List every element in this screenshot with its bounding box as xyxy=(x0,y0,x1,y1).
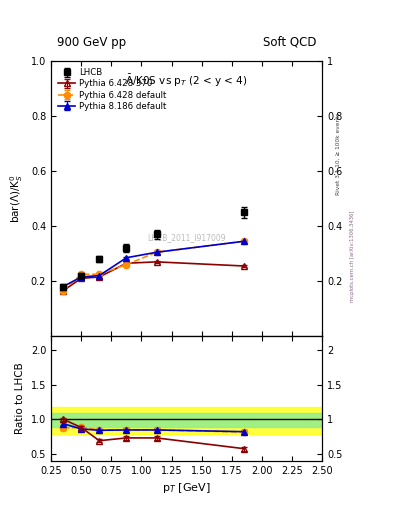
X-axis label: p$_T$ [GeV]: p$_T$ [GeV] xyxy=(162,481,211,495)
Text: Soft QCD: Soft QCD xyxy=(263,36,317,49)
Text: 900 GeV pp: 900 GeV pp xyxy=(57,36,126,49)
Text: LHCB_2011_I917009: LHCB_2011_I917009 xyxy=(147,232,226,242)
Text: $\bar{\Lambda}$/K0S vs p$_T$ (2 < y < 4): $\bar{\Lambda}$/K0S vs p$_T$ (2 < y < 4) xyxy=(125,72,248,89)
Legend: LHCB, Pythia 6.428 370, Pythia 6.428 default, Pythia 8.186 default: LHCB, Pythia 6.428 370, Pythia 6.428 def… xyxy=(55,66,169,113)
Text: mcplots.cern.ch [arXiv:1306.3436]: mcplots.cern.ch [arXiv:1306.3436] xyxy=(350,210,355,302)
Text: Rivet 3.1.10, ≥ 100k events: Rivet 3.1.10, ≥ 100k events xyxy=(336,112,341,195)
Bar xyxy=(51,413,322,427)
Bar xyxy=(51,407,322,435)
Y-axis label: bar($\Lambda$)/K$^0_S$: bar($\Lambda$)/K$^0_S$ xyxy=(9,174,25,223)
Y-axis label: Ratio to LHCB: Ratio to LHCB xyxy=(15,362,25,434)
